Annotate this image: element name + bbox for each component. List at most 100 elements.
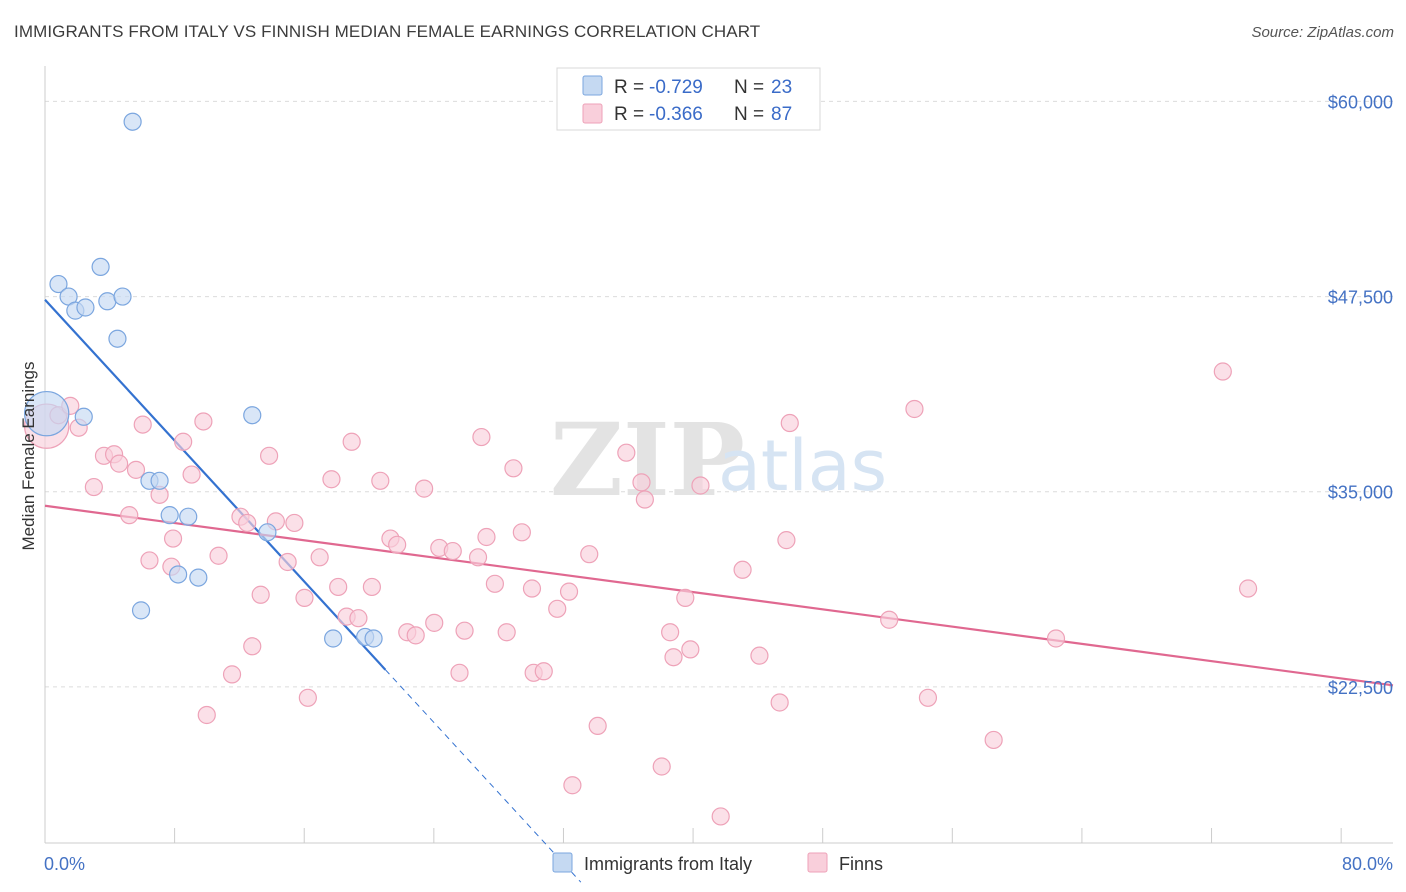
axes <box>44 66 1393 844</box>
trend-line-0 <box>44 298 387 671</box>
trend-line-1 <box>44 504 1394 687</box>
trend-lines <box>44 298 1394 883</box>
stats-legend: R = -0.729 N = 23 R = -0.366 N = 87 <box>556 67 821 131</box>
legend-r-value-italy: -0.729 <box>649 77 703 98</box>
data-point-italy <box>74 407 93 426</box>
data-point-finns <box>918 688 938 707</box>
legend-n-label-finns: N = <box>734 104 764 125</box>
data-point-finns <box>120 506 139 525</box>
data-point-italy <box>123 112 142 131</box>
data-point-finns <box>559 582 579 601</box>
x-tick-label-max: 80.0% <box>1342 854 1393 874</box>
data-point-finns <box>197 705 216 725</box>
data-point-finns <box>1238 579 1258 598</box>
data-point-finns <box>298 688 317 707</box>
data-point-finns <box>425 613 444 632</box>
y-tick-label: $22,500 <box>1328 678 1393 698</box>
data-point-finns <box>349 609 368 628</box>
x-tick-label-min: 0.0% <box>44 854 85 874</box>
y-tick-labels: $60,000 $47,500 $35,000 $22,500 <box>1328 92 1393 697</box>
series-legend: Immigrants from Italy Finns <box>552 852 883 874</box>
bottom-legend-label-finns: Finns <box>839 854 883 874</box>
data-point-finns <box>468 548 488 567</box>
data-point-finns <box>455 621 474 640</box>
data-point-finns <box>84 477 103 497</box>
data-point-italy <box>131 601 151 620</box>
data-point-italy <box>49 274 68 294</box>
data-point-finns <box>580 545 599 564</box>
data-point-finns <box>750 646 769 665</box>
data-point-finns <box>310 548 329 567</box>
data-point-finns <box>126 460 146 479</box>
data-point-italy <box>324 629 343 648</box>
data-point-finns <box>522 579 542 598</box>
data-point-finns <box>905 399 924 419</box>
data-point-finns <box>880 610 899 629</box>
data-point-italy <box>189 568 208 587</box>
data-point-finns <box>415 479 434 498</box>
data-point-italy <box>169 565 188 584</box>
data-point-finns <box>278 552 297 572</box>
data-point-italy <box>76 298 95 317</box>
data-point-finns <box>260 446 279 465</box>
data-point-finns <box>472 427 491 447</box>
data-point-finns <box>222 665 242 684</box>
data-point-italy <box>179 507 198 526</box>
data-point-finns <box>362 577 381 597</box>
legend-n-value-italy: 23 <box>771 77 792 98</box>
data-point-finns <box>133 415 152 434</box>
legend-n-value-finns: 87 <box>771 104 792 125</box>
data-point-finns <box>733 560 752 579</box>
data-point-finns <box>285 513 304 533</box>
y-tick-label: $47,500 <box>1328 288 1393 308</box>
data-point-italy <box>160 506 179 525</box>
data-point-italy <box>23 390 70 437</box>
data-point-italy <box>98 292 117 311</box>
data-point-finns <box>251 585 270 604</box>
data-point-italy <box>91 257 110 277</box>
legend-n-label-italy: N = <box>734 77 764 98</box>
legend-swatch-finns <box>582 103 603 124</box>
data-point-finns <box>664 648 683 667</box>
data-point-finns <box>1046 629 1066 648</box>
data-point-finns <box>174 432 193 451</box>
data-point-finns <box>371 471 390 490</box>
data-point-finns <box>342 432 361 451</box>
data-point-finns <box>110 454 129 473</box>
data-point-finns <box>322 470 341 489</box>
legend-swatch-italy <box>582 75 603 96</box>
data-point-finns <box>238 513 257 533</box>
data-point-finns <box>984 730 1003 750</box>
data-point-finns <box>563 776 582 795</box>
data-point-finns <box>209 546 228 565</box>
y-axis-title: Median Female Earnings <box>19 362 38 551</box>
data-point-finns <box>140 551 159 570</box>
data-point-finns <box>450 663 469 682</box>
data-point-finns <box>163 529 183 548</box>
data-point-italy <box>150 471 169 490</box>
trend-line-extension-0 <box>385 669 582 883</box>
data-point-finns <box>194 412 213 431</box>
y-tick-label: $60,000 <box>1328 92 1393 112</box>
data-point-finns <box>504 459 523 478</box>
source-note: Source: ZipAtlas.com <box>1251 24 1394 41</box>
data-point-finns <box>652 757 671 776</box>
data-point-italy <box>258 523 277 542</box>
watermark-atlas: atlas <box>718 425 887 507</box>
data-point-finns <box>777 531 796 550</box>
data-point-finns <box>534 662 553 681</box>
data-point-finns <box>780 413 799 433</box>
data-point-finns <box>329 577 348 597</box>
data-point-finns <box>485 574 504 593</box>
data-point-finns <box>243 637 262 656</box>
data-point-finns <box>661 623 680 642</box>
bottom-legend-label-italy: Immigrants from Italy <box>584 854 752 874</box>
data-point-finns <box>635 490 654 509</box>
legend-r-label-finns: R = <box>614 104 644 125</box>
data-points <box>23 112 1258 826</box>
y-tick-label: $35,000 <box>1328 483 1393 503</box>
data-point-finns <box>588 716 607 736</box>
grid-lines <box>45 100 1393 688</box>
watermark: ZIP atlas <box>550 401 887 519</box>
